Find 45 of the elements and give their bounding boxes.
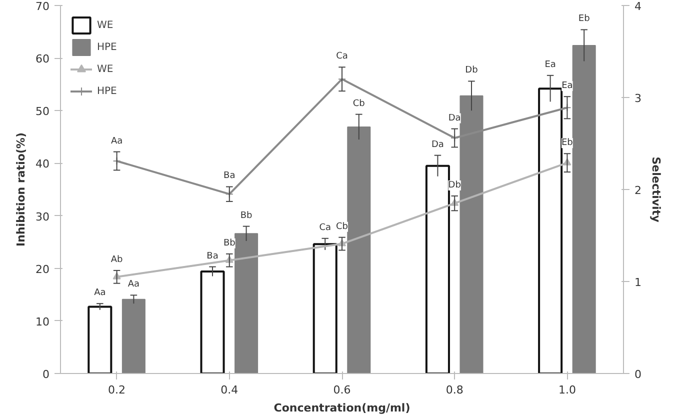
legend-label: HPE <box>97 86 117 96</box>
y2-axis-title: Selectivity <box>650 156 662 222</box>
data-label: Ab <box>110 254 124 265</box>
data-label: Ba <box>206 251 218 262</box>
y-tick-label: 10 <box>36 315 50 328</box>
data-label: Aa <box>110 136 123 146</box>
x-tick-label: 0.8 <box>446 384 464 396</box>
data-label: Ba <box>224 171 236 182</box>
data-label: Aa <box>128 280 140 290</box>
legend-label: HPE <box>97 42 117 52</box>
x-axis-title: Concentration(mg/ml) <box>274 402 410 414</box>
y-axis-title: Inhibition ratio(%) <box>14 132 28 246</box>
data-label: Ea <box>562 81 573 92</box>
data-label: Da <box>431 140 444 150</box>
y-tick-label: 0 <box>42 368 50 381</box>
data-label: Da <box>448 113 461 124</box>
y-tick-label: 20 <box>36 262 50 276</box>
data-label: Db <box>448 180 462 190</box>
x-tick-label: 0.2 <box>108 384 126 396</box>
y-tick-label: 70 <box>36 0 50 13</box>
data-label: Bb <box>240 210 253 221</box>
data-label: Ca <box>319 222 332 233</box>
data-label: Bb <box>223 238 236 248</box>
y-tick-label: 40 <box>36 158 50 171</box>
y2-tick-label: 0 <box>634 368 642 381</box>
data-label: Aa <box>94 288 106 298</box>
data-label: Cb <box>352 98 366 109</box>
legend-label: WE <box>97 64 114 74</box>
x-tick-label: 0.6 <box>333 384 351 396</box>
data-label: Ca <box>336 52 348 62</box>
data-label: Cb <box>336 222 348 232</box>
y2-tick-label: 3 <box>634 92 642 105</box>
data-label: Eb <box>562 138 574 148</box>
legend-label: WE <box>97 20 114 30</box>
data-label: Db <box>465 66 478 76</box>
data-label: Ea <box>544 60 556 70</box>
y-tick-label: 50 <box>36 105 50 118</box>
data-label: Eb <box>578 14 590 24</box>
y-tick-label: 60 <box>36 52 50 66</box>
y-tick-label: 30 <box>36 210 50 224</box>
x-tick-label: 0.4 <box>220 384 238 396</box>
y2-tick-label: 2 <box>634 184 642 197</box>
y2-tick-label: 1 <box>634 276 642 289</box>
y2-tick-label: 4 <box>634 0 642 13</box>
x-tick-label: 1.0 <box>558 384 576 396</box>
